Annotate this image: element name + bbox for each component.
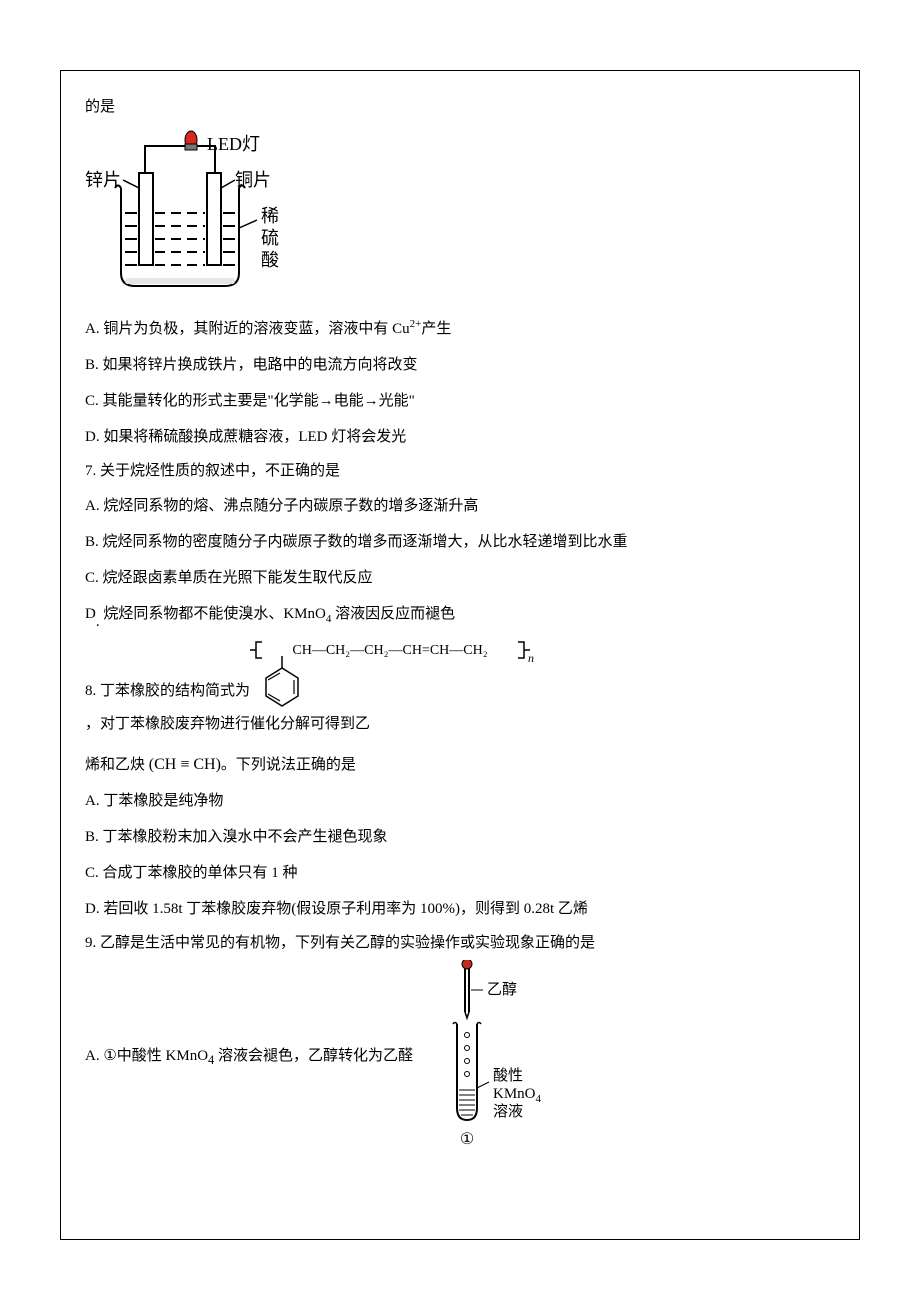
electrolyte-label-3: 酸 — [261, 250, 279, 270]
page-border: 的是 LED灯 — [60, 70, 860, 1240]
q7-option-d: D 烷烃同系物都不能使溴水、KMnO4 溶液因反应而褪色 — [85, 596, 835, 632]
q9-stem: 9. 乙醇是生活中常见的有机物，下列有关乙醇的实验操作或实验现象正确的是 — [85, 927, 835, 960]
q8-l2-pre: 烯和乙炔 — [85, 757, 149, 773]
q6-a-tail: 产生 — [421, 321, 451, 337]
zinc-label: 锌片 — [85, 170, 121, 190]
dropper-label: 乙醇 — [487, 981, 517, 998]
q9-option-a: A. ①中酸性 KMnO4 溶液会褪色，乙醇转化为乙醛 — [85, 1040, 413, 1075]
q8-trail: ，对丁苯橡胶废弃物进行催化分解可得到乙 — [85, 708, 370, 741]
q7-option-a: A. 烷烃同系物的熔、沸点随分子内碳原子数的增多逐渐升高 — [85, 488, 835, 524]
tube-label-1: 酸性 — [493, 1067, 523, 1084]
q8-structure: CH—CH₂—CH₂—CH=CH—CH₂ n — [250, 638, 550, 708]
q6-continuation: 的是 — [85, 91, 835, 124]
led-label: LED灯 — [207, 134, 260, 154]
q6-option-c: C. 其能量转化的形式主要是"化学能→电能→光能" — [85, 383, 835, 419]
tube-label-2: KMnO4 — [493, 1086, 542, 1105]
q7-option-b: B. 烷烃同系物的密度随分子内碳原子数的增多而逐渐增大，从比水轻递增到比水重 — [85, 524, 835, 560]
q8-option-c: C. 合成丁苯橡胶的单体只有 1 种 — [85, 855, 835, 891]
q8-chain: CH—CH₂—CH₂—CH=CH—CH₂ — [292, 643, 487, 658]
styrene-butadiene-svg: CH—CH₂—CH₂—CH=CH—CH₂ n — [250, 638, 550, 708]
q8-stem-line1: 8. 丁苯橡胶的结构简式为 CH—CH₂—CH₂—CH=CH—CH₂ n ，对丁… — [85, 638, 835, 741]
q9-a-post: 溶液会褪色，乙醇转化为乙醛 — [214, 1048, 413, 1064]
q7-d-dot — [96, 596, 100, 632]
copper-label: 铜片 — [235, 170, 271, 190]
q6-a-text: A. 铜片为负极，其附近的溶液变蓝，溶液中有 Cu — [85, 321, 410, 337]
q8-option-a: A. 丁苯橡胶是纯净物 — [85, 783, 835, 819]
q7-option-c: C. 烷烃跟卤素单质在光照下能发生取代反应 — [85, 560, 835, 596]
figure-caption: ① — [460, 1131, 474, 1148]
q8-l2-post: 。下列说法正确的是 — [221, 757, 356, 773]
q7-stem: 7. 关于烷烃性质的叙述中，不正确的是 — [85, 455, 835, 488]
electrolyte-label-2: 硫 — [261, 228, 279, 248]
q6-diagram: LED灯 锌片 铜片 稀 硫 酸 — [85, 128, 835, 303]
q8-repeat-n: n — [528, 651, 534, 665]
q7-d-tail: 溶液因反应而褪色 — [331, 606, 455, 622]
q7-d-text: 烷烃同系物都不能使溴水、KMnO — [100, 606, 326, 622]
galvanic-cell-svg: LED灯 锌片 铜片 稀 硫 酸 — [85, 128, 305, 298]
q6-option-a: A. 铜片为负极，其附近的溶液变蓝，溶液中有 Cu2+产生 — [85, 311, 835, 347]
tube-label-3: 溶液 — [493, 1103, 523, 1120]
q9-a-pre: A. ①中酸性 KMnO — [85, 1048, 208, 1064]
q7-d-prefix: D — [85, 606, 96, 622]
q9-option-a-row: A. ①中酸性 KMnO4 溶液会褪色，乙醇转化为乙醛 乙醇 — [85, 960, 835, 1155]
q6-a-sup: 2+ — [410, 318, 422, 330]
q8-lead: 8. 丁苯橡胶的结构简式为 — [85, 675, 250, 708]
q8-stem-line2: 烯和乙炔 (CH ≡ CH)。下列说法正确的是 — [85, 747, 835, 782]
q8-option-b: B. 丁苯橡胶粉末加入溴水中不会产生褪色现象 — [85, 819, 835, 855]
q9-figure: 乙醇 — [417, 960, 567, 1155]
electrolyte-label-1: 稀 — [261, 206, 279, 226]
q8-acetylene: (CH ≡ CH) — [149, 756, 221, 773]
q8-option-d: D. 若回收 1.58t 丁苯橡胶废弃物(假设原子利用率为 100%)，则得到 … — [85, 891, 835, 927]
q6-option-b: B. 如果将锌片换成铁片，电路中的电流方向将改变 — [85, 347, 835, 383]
q6-option-d: D. 如果将稀硫酸换成蔗糖容液，LED 灯将会发光 — [85, 419, 835, 455]
ethanol-kmno4-svg: 乙醇 — [417, 960, 567, 1150]
